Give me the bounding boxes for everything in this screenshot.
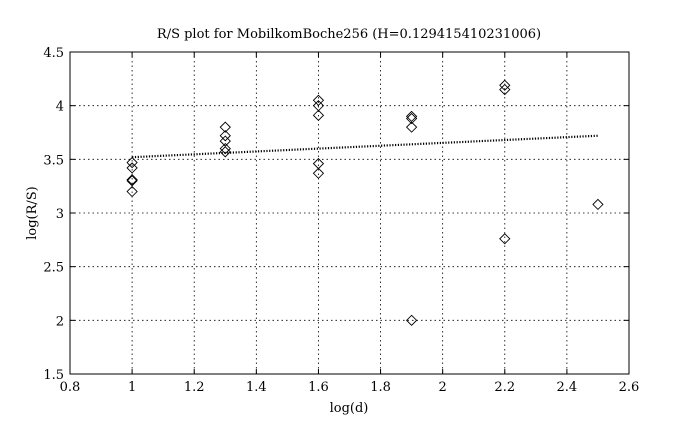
fit-line	[132, 134, 598, 159]
data-point-diamond	[219, 121, 231, 133]
data-point-diamond	[312, 167, 325, 179]
data-point-diamond	[126, 174, 138, 186]
y-axis-label: log(R/S)	[25, 186, 40, 240]
data-point-diamond	[312, 100, 325, 112]
data-point-diamond	[499, 79, 511, 91]
x-axis-label: log(d)	[330, 401, 369, 416]
axis-ticks: 0.8 1 1.2 1.4 1.6 1.8 2 2.2 2.4 2.6 1.5 2 2.5 3 3.5 4 4.…	[43, 46, 639, 395]
x-tick-label: 2.6	[619, 380, 640, 395]
x-tick-label: 2.4	[557, 380, 578, 395]
x-tick-label: 1.2	[184, 380, 205, 395]
data-point-diamond	[405, 314, 418, 326]
x-tick-label: 2	[439, 380, 447, 395]
y-tick-label: 1.5	[43, 368, 64, 383]
data-point-diamond	[499, 233, 511, 245]
data-point-diamond	[126, 162, 138, 174]
data-point-diamond	[126, 156, 138, 169]
y-tick-label: 2	[56, 314, 64, 329]
data-point-diamond	[312, 109, 325, 121]
data-points	[126, 79, 604, 326]
y-tick-label: 2.5	[43, 261, 64, 276]
x-tick-label: 2.2	[494, 380, 515, 395]
y-tick-label: 4.5	[43, 46, 64, 61]
chart-title: R/S plot for MobilkomBoche256 (H=0.12941…	[157, 27, 541, 42]
y-tick-label: 3	[56, 207, 64, 222]
data-point-diamond	[219, 135, 231, 147]
data-point-diamond	[405, 110, 418, 123]
data-point-diamond	[312, 94, 325, 106]
x-tick-label: 1	[128, 380, 136, 395]
data-point-diamond	[405, 121, 418, 133]
data-point-diamond	[219, 130, 231, 142]
data-point-diamond	[126, 185, 138, 198]
fit-line-group	[132, 134, 598, 159]
y-tick-label: 3.5	[43, 153, 64, 168]
data-point-diamond	[592, 198, 604, 211]
x-tick-label: 1.6	[308, 380, 329, 395]
data-point-diamond	[312, 157, 325, 170]
data-point-diamond	[499, 83, 511, 96]
grid-lines	[70, 52, 629, 374]
x-tick-label: 1.8	[370, 380, 391, 395]
x-tick-label: 1.4	[246, 380, 267, 395]
x-tick-label: 0.8	[60, 380, 81, 395]
data-point-diamond	[219, 142, 231, 155]
data-point-diamond	[126, 175, 138, 187]
y-tick-label: 4	[56, 100, 64, 115]
data-point-diamond	[405, 112, 418, 125]
